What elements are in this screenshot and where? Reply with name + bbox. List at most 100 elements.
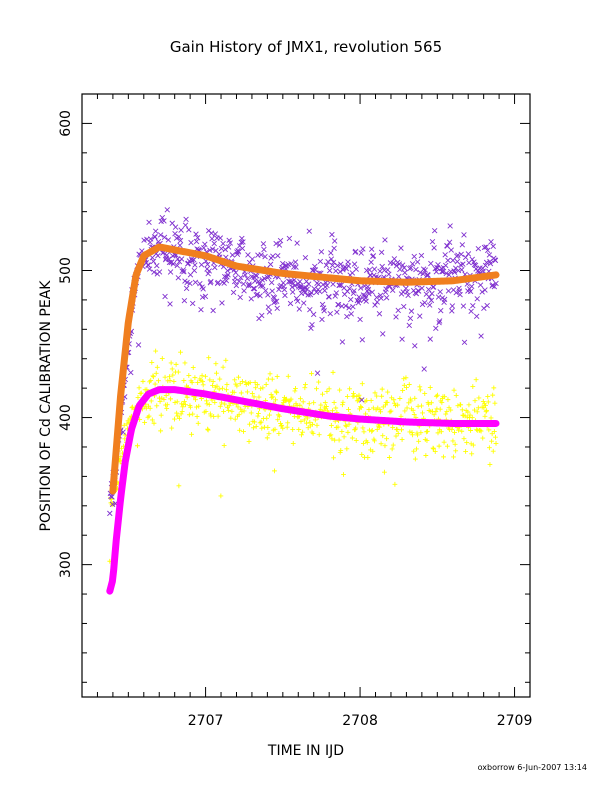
scatter-point <box>328 250 334 256</box>
scatter-point <box>331 238 338 244</box>
scatter-point <box>211 414 217 419</box>
scatter-point <box>411 253 417 260</box>
scatter-point <box>492 400 498 406</box>
scatter-point <box>221 409 227 414</box>
scatter-point <box>280 400 286 406</box>
scatter-point <box>254 291 261 298</box>
scatter-point <box>474 296 480 302</box>
scatter-point <box>408 398 414 404</box>
scatter-point <box>187 272 194 278</box>
scatter-point <box>451 268 457 274</box>
scatter-point <box>483 403 488 408</box>
scatter-point <box>428 260 434 267</box>
scatter-point <box>177 242 183 249</box>
scatter-point <box>476 395 482 401</box>
scatter-point <box>251 394 257 400</box>
scatter-point <box>215 279 221 286</box>
scatter-point <box>410 407 416 413</box>
x-tick-label: 2707 <box>188 713 224 729</box>
scatter-point <box>441 439 447 445</box>
scatter-point <box>305 292 311 298</box>
scatter-point <box>174 399 180 405</box>
scatter-point <box>465 409 471 415</box>
scatter-point <box>435 430 441 436</box>
scatter-point <box>326 386 332 392</box>
scatter-point <box>439 400 445 405</box>
scatter-point <box>357 316 363 323</box>
scatter-point <box>309 371 314 377</box>
scatter-point <box>366 267 373 273</box>
scatter-point <box>226 403 232 409</box>
scatter-point <box>274 305 280 312</box>
scatter-point <box>310 311 317 318</box>
scatter-point <box>461 339 468 346</box>
scatter-point <box>233 269 239 276</box>
scatter-point <box>270 253 276 259</box>
scatter-point <box>317 258 324 265</box>
scatter-point <box>189 257 195 264</box>
scatter-point <box>404 405 410 411</box>
scatter-point <box>397 266 403 273</box>
scatter-point <box>485 394 491 399</box>
scatter-point <box>358 405 364 410</box>
fit-curve <box>106 386 500 595</box>
scatter-point <box>292 282 298 289</box>
scatter-point <box>487 260 494 267</box>
scatter-point <box>272 468 277 474</box>
scatter-point <box>223 357 229 363</box>
scatter-point <box>161 234 168 241</box>
scatter-point <box>258 386 264 392</box>
scatter-point <box>193 231 199 237</box>
scatter-point <box>173 361 179 367</box>
scatter-point <box>199 373 205 379</box>
scatter-point <box>275 252 281 259</box>
scatter-point <box>436 443 442 449</box>
scatter-point <box>152 228 159 234</box>
scatter-point <box>201 245 207 251</box>
scatter-point <box>334 309 340 315</box>
scatter-point <box>179 409 185 414</box>
scatter-point <box>351 261 358 267</box>
scatter-point <box>348 311 354 317</box>
scatter-point <box>267 261 274 268</box>
scatter-point <box>451 269 458 276</box>
scatter-point <box>165 237 172 243</box>
scatter-point <box>146 266 153 272</box>
yellow-plus-series <box>107 348 499 564</box>
scatter-point <box>482 413 488 419</box>
scatter-point <box>290 280 296 287</box>
x-tick-label: 2708 <box>342 713 378 729</box>
scatter-point <box>452 430 457 435</box>
scatter-point <box>415 432 420 438</box>
scatter-point <box>269 376 275 382</box>
scatter-point <box>284 424 290 430</box>
scatter-point <box>389 287 396 293</box>
scatter-point <box>254 382 260 388</box>
scatter-point <box>151 420 157 426</box>
scatter-point <box>349 435 355 441</box>
scatter-point <box>486 427 492 433</box>
scatter-point <box>386 455 392 460</box>
scatter-point <box>314 370 321 376</box>
scatter-point <box>457 291 463 298</box>
scatter-point <box>411 412 417 417</box>
scatter-point <box>431 227 438 234</box>
scatter-point <box>192 375 198 381</box>
scatter-point <box>433 393 439 399</box>
scatter-point <box>305 415 311 421</box>
scatter-point <box>418 252 425 259</box>
scatter-point <box>276 431 282 436</box>
scatter-point <box>210 307 216 314</box>
scatter-point <box>195 420 201 426</box>
scatter-point <box>208 413 214 419</box>
scatter-point <box>493 434 498 440</box>
scatter-point <box>465 251 472 257</box>
scatter-point <box>236 412 242 418</box>
scatter-point <box>491 385 497 391</box>
scatter-point <box>422 391 428 396</box>
scatter-point <box>205 426 211 432</box>
scatter-point <box>257 293 263 299</box>
scatter-point <box>425 286 432 293</box>
scatter-point <box>451 387 457 393</box>
